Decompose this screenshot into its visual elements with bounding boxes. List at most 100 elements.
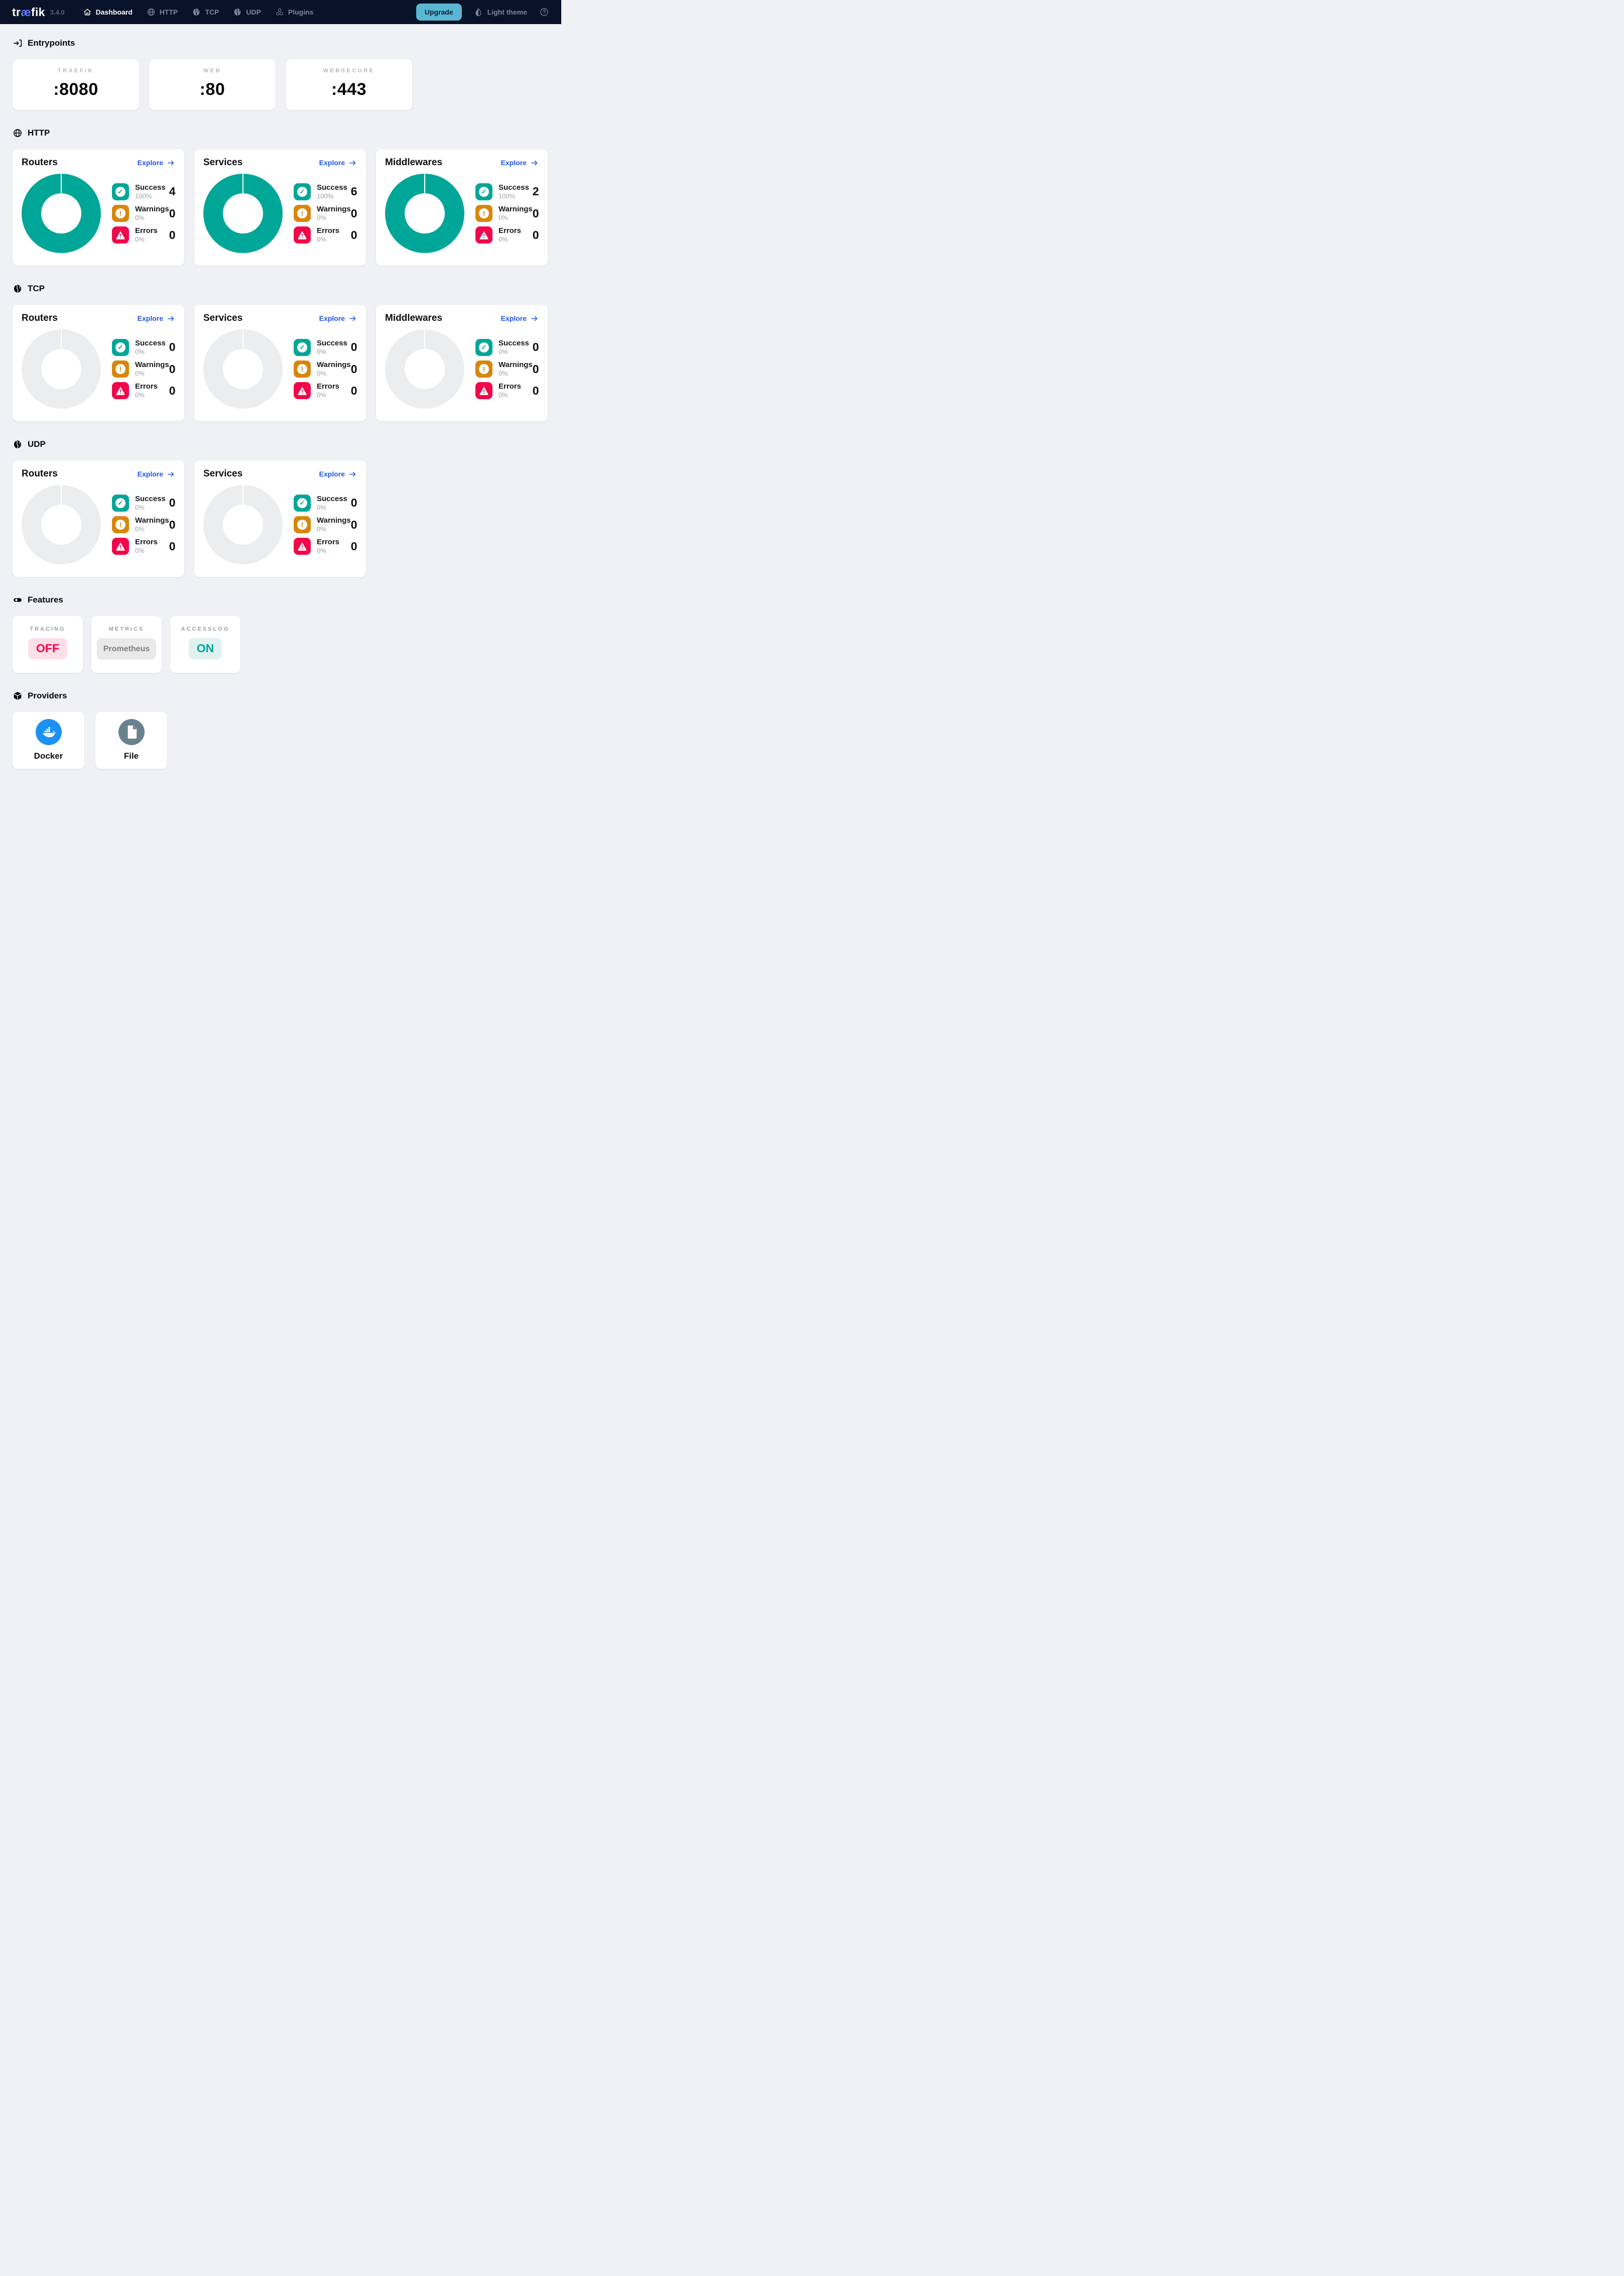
nav-item-label: TCP	[205, 8, 219, 16]
arrow-right-icon	[167, 470, 175, 478]
traefik-logo: træfik	[12, 5, 45, 19]
legend: ✓ Success 0% 0 ! Warnings 0% 0 Errors 0%	[112, 495, 176, 555]
legend-percent: 100%	[317, 192, 334, 200]
legend-count: 0	[169, 539, 176, 553]
legend: ✓ Success 0% 0 ! Warnings 0% 0 Errors 0%	[475, 339, 539, 400]
section-title: UDP	[28, 439, 46, 449]
warning-triangle-icon	[115, 229, 126, 241]
card-title: Services	[203, 157, 243, 168]
legend-count: 0	[532, 362, 539, 376]
arrow-right-icon	[348, 470, 357, 478]
legend-count: 0	[532, 206, 539, 220]
nav-item-tcp[interactable]: TCP	[192, 8, 219, 17]
legend-percent: 0%	[135, 370, 145, 378]
explore-link[interactable]: Explore	[138, 470, 175, 478]
legend-percent: 0%	[317, 547, 326, 555]
feature-card-tracing: TRACING OFF	[13, 616, 83, 673]
explore-link[interactable]: Explore	[501, 314, 539, 323]
legend-row-errors: Errors 0% 0	[112, 382, 176, 400]
legend-percent: 0%	[317, 214, 326, 222]
exclamation-icon: !	[479, 208, 489, 218]
legend-row-errors: Errors 0% 0	[475, 382, 539, 400]
legend-percent: 0%	[135, 214, 145, 222]
section-title: Entrypoints	[28, 38, 75, 48]
legend-percent: 0%	[135, 391, 145, 399]
explore-link[interactable]: Explore	[319, 159, 357, 167]
check-icon: ✓	[479, 342, 489, 352]
feature-status-badge: ON	[188, 638, 222, 659]
warning-triangle-icon	[297, 541, 308, 552]
legend-row-errors: Errors 0% 0	[294, 382, 357, 400]
legend-count: 0	[532, 228, 539, 242]
navbar-right: Upgrade Light theme	[416, 4, 549, 21]
exclamation-icon: !	[297, 520, 307, 530]
feature-name: METRICS	[108, 626, 145, 632]
legend-percent: 0%	[498, 235, 508, 244]
nav-item-label: Dashboard	[95, 8, 133, 16]
exclamation-icon: !	[115, 364, 126, 374]
legend-row-warnings: ! Warnings 0% 0	[112, 361, 176, 378]
legend-row-warnings: ! Warnings 0% 0	[475, 205, 539, 222]
theme-toggle[interactable]: Light theme	[474, 8, 527, 17]
nav-item-http[interactable]: HTTP	[147, 8, 178, 17]
entrypoint-port: :443	[331, 80, 367, 99]
arrow-right-icon	[167, 159, 175, 167]
legend-count: 0	[169, 206, 176, 220]
warning-triangle-icon	[297, 229, 308, 241]
error-badge	[112, 382, 129, 400]
legend-count: 4	[169, 185, 176, 198]
explore-link[interactable]: Explore	[319, 470, 357, 478]
legend-count: 0	[350, 362, 357, 376]
success-badge: ✓	[112, 494, 129, 512]
tcp-middlewares-card: Middlewares Explore ✓ Success 0% 0 ! Warn…	[376, 305, 548, 421]
legend-row-errors: Errors 0% 0	[112, 538, 176, 555]
exclamation-icon: !	[479, 364, 489, 374]
error-badge	[112, 226, 129, 244]
legend-count: 0	[169, 384, 176, 397]
section-title: TCP	[28, 284, 45, 293]
nav-item-dashboard[interactable]: Dashboard	[83, 8, 133, 17]
section-udp: UDP Routers Explore ✓ Success 0% 0	[13, 439, 549, 577]
legend-row-warnings: ! Warnings 0% 0	[112, 205, 176, 222]
explore-link[interactable]: Explore	[501, 159, 539, 167]
legend-row-success: ✓ Success 100% 2	[475, 183, 539, 200]
explore-link[interactable]: Explore	[319, 314, 357, 323]
card-title: Middlewares	[385, 157, 443, 168]
theme-drop-icon	[474, 8, 483, 17]
error-badge	[294, 226, 311, 244]
warning-triangle-icon	[115, 385, 126, 396]
legend-percent: 0%	[135, 503, 145, 511]
globe-icon	[13, 128, 23, 138]
help-button[interactable]	[539, 7, 549, 17]
exclamation-icon: !	[115, 208, 126, 218]
legend-label: Errors	[498, 226, 522, 235]
legend-row-success: ✓ Success 0% 0	[112, 495, 176, 512]
legend-percent: 0%	[135, 525, 145, 533]
legend-percent: 0%	[135, 235, 145, 244]
explore-link[interactable]: Explore	[138, 159, 175, 167]
legend-count: 0	[169, 496, 176, 510]
success-badge: ✓	[294, 338, 311, 356]
card-title: Services	[203, 468, 243, 479]
legend-count: 6	[350, 185, 357, 198]
globe-icon	[147, 8, 156, 17]
upgrade-button[interactable]: Upgrade	[416, 4, 462, 21]
explore-label: Explore	[319, 314, 345, 322]
section-features: Features TRACING OFF METRICS Prometheus …	[13, 595, 549, 673]
section-tcp: TCP Routers Explore ✓ Success 0% 0	[13, 284, 549, 421]
warning-badge: !	[112, 361, 129, 378]
check-icon: ✓	[115, 186, 126, 197]
plugins-icon	[275, 8, 284, 17]
legend: ✓ Success 100% 2 ! Warnings 0% 0 Errors 0%	[475, 183, 539, 244]
legend-count: 0	[532, 384, 539, 397]
section-title: Providers	[28, 691, 67, 700]
legend-percent: 0%	[317, 235, 326, 244]
explore-link[interactable]: Explore	[138, 314, 175, 323]
legend-label: Success	[135, 338, 166, 347]
nav-item-plugins[interactable]: Plugins	[275, 8, 313, 17]
nav-item-udp[interactable]: UDP	[233, 8, 261, 17]
check-icon: ✓	[115, 342, 126, 352]
donut-chart	[203, 329, 283, 409]
legend-count: 0	[350, 384, 357, 397]
legend-count: 0	[350, 228, 357, 242]
